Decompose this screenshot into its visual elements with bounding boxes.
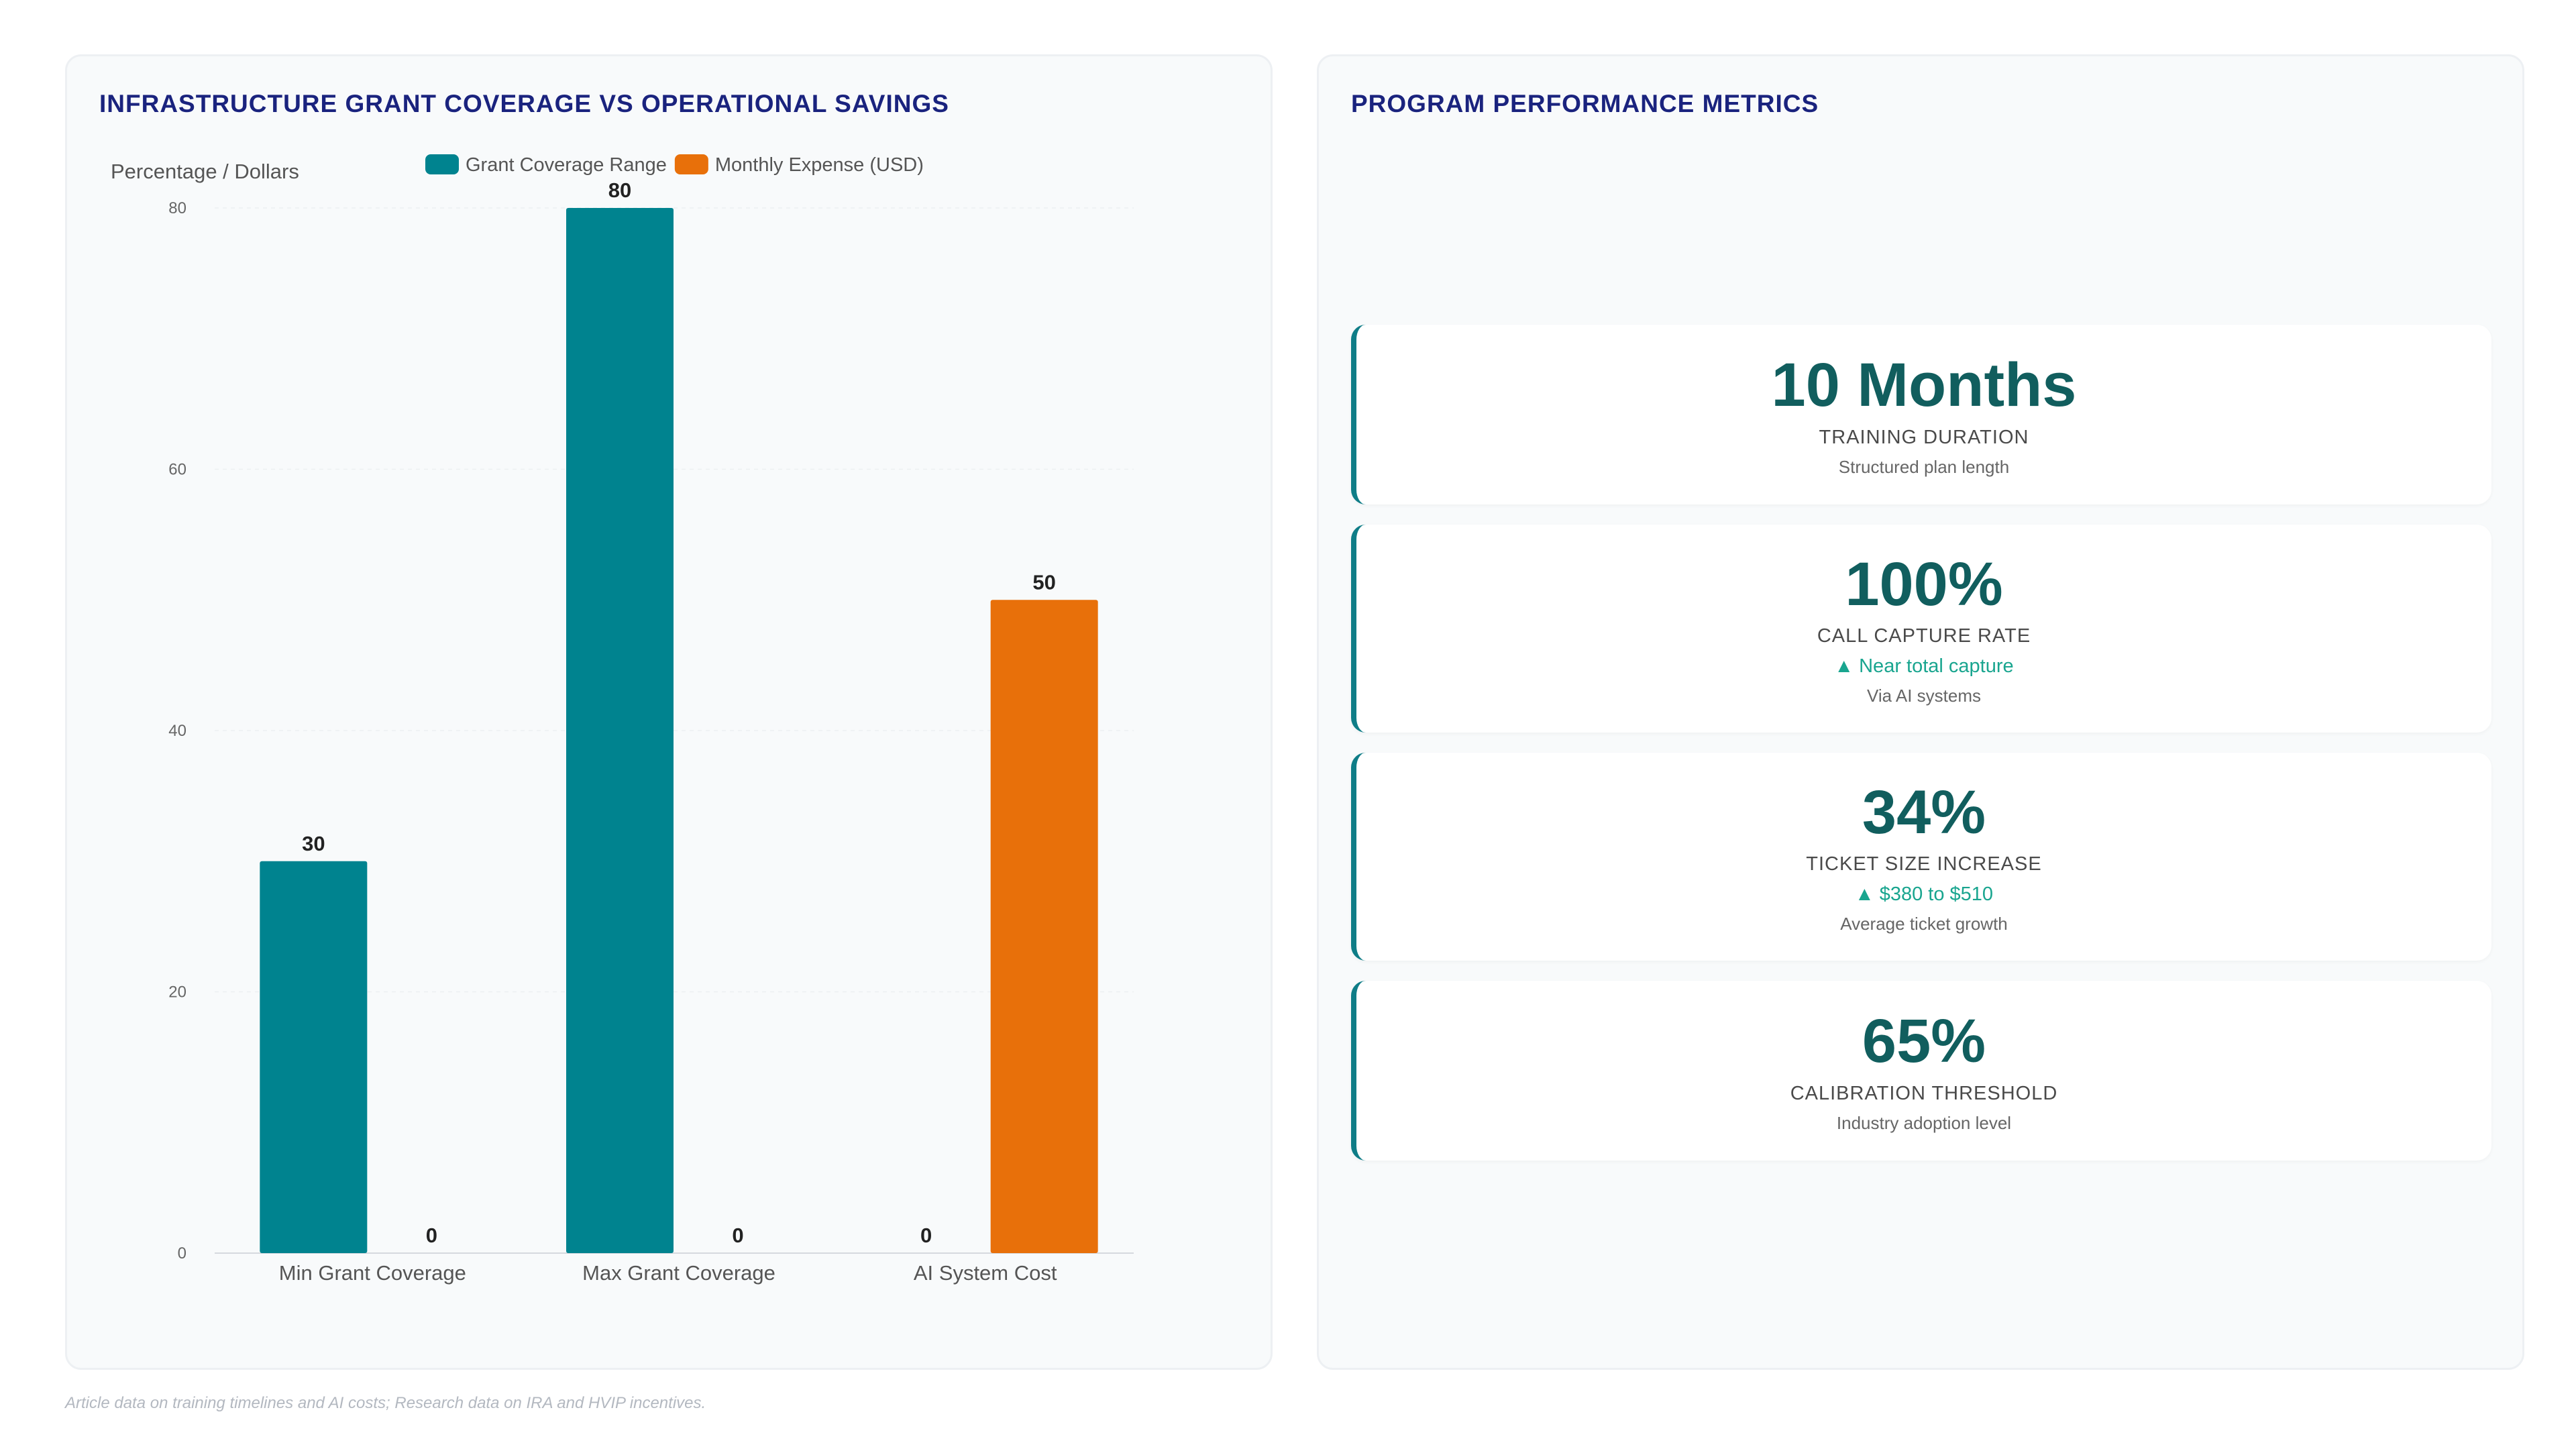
legend-swatch xyxy=(425,154,459,174)
metric-subtext: Average ticket growth xyxy=(1840,914,2008,934)
metric-value: 65% xyxy=(1862,1007,1986,1076)
metrics-panel: PROGRAM PERFORMANCE METRICS 10 Months TR… xyxy=(1317,54,2524,1370)
metrics-panel-title: PROGRAM PERFORMANCE METRICS xyxy=(1351,90,1819,117)
metric-subtext: Via AI systems xyxy=(1866,686,1982,706)
metric-value: 34% xyxy=(1862,777,1986,847)
y-tick-label: 0 xyxy=(178,1244,186,1263)
bar-chart: 0 20 40 60 80 Percentage / Dollars Grant Cover… xyxy=(111,154,1134,1285)
y-axis-label: Percentage / Dollars xyxy=(111,160,299,183)
data-label: 80 xyxy=(608,178,631,202)
bar xyxy=(260,861,368,1253)
x-tick-label: Max Grant Coverage xyxy=(582,1261,775,1285)
x-tick-label: Min Grant Coverage xyxy=(279,1261,466,1285)
data-label: 50 xyxy=(1032,570,1055,594)
metric-card-call-capture-rate: 100% CALL CAPTURE RATE ▲ Near total capt… xyxy=(1351,525,2491,733)
data-label: 30 xyxy=(302,832,325,855)
metric-value: 10 Months xyxy=(1771,351,2077,420)
metric-subtext: Structured plan length xyxy=(1838,456,2010,477)
metric-label: CALL CAPTURE RATE xyxy=(1817,625,2031,647)
y-tick-label: 80 xyxy=(168,199,186,217)
legend-label: Grant Coverage Range xyxy=(466,154,667,176)
metric-card-calibration-threshold: 65% CALIBRATION THRESHOLD Industry adopt… xyxy=(1351,981,2491,1161)
source-note: Article data on training timelines and A… xyxy=(65,1394,706,1412)
metric-label: TICKET SIZE INCREASE xyxy=(1806,853,2042,875)
x-tick-label: AI System Cost xyxy=(914,1261,1057,1285)
chart-panel: INFRASTRUCTURE GRANT COVERAGE VS OPERATI… xyxy=(65,54,1273,1370)
metric-card-training-duration: 10 Months TRAINING DURATION Structured p… xyxy=(1351,325,2491,504)
y-tick-label: 60 xyxy=(168,461,186,479)
data-label: 0 xyxy=(732,1224,743,1247)
y-tick-label: 40 xyxy=(168,722,186,740)
bar xyxy=(566,208,674,1253)
legend-swatch xyxy=(674,154,708,174)
metric-label: TRAINING DURATION xyxy=(1819,426,2029,448)
y-tick-label: 20 xyxy=(168,983,186,1002)
chart-panel-title: INFRASTRUCTURE GRANT COVERAGE VS OPERATI… xyxy=(99,90,949,117)
metric-subtext: Industry adoption level xyxy=(1836,1112,2012,1133)
data-label: 0 xyxy=(426,1224,437,1247)
data-label: 0 xyxy=(920,1224,932,1247)
metric-card-ticket-size-increase: 34% TICKET SIZE INCREASE ▲ $380 to $510 … xyxy=(1351,753,2491,961)
metric-value: 100% xyxy=(1845,549,2003,619)
metric-trend: ▲ Near total capture xyxy=(1834,655,2014,678)
bar xyxy=(990,600,1098,1253)
legend-label: Monthly Expense (USD) xyxy=(715,154,924,176)
metric-trend: ▲ $380 to $510 xyxy=(1854,883,1994,906)
metric-label: CALIBRATION THRESHOLD xyxy=(1790,1082,2058,1104)
metrics-list: 10 Months TRAINING DURATION Structured p… xyxy=(1351,325,2491,1161)
